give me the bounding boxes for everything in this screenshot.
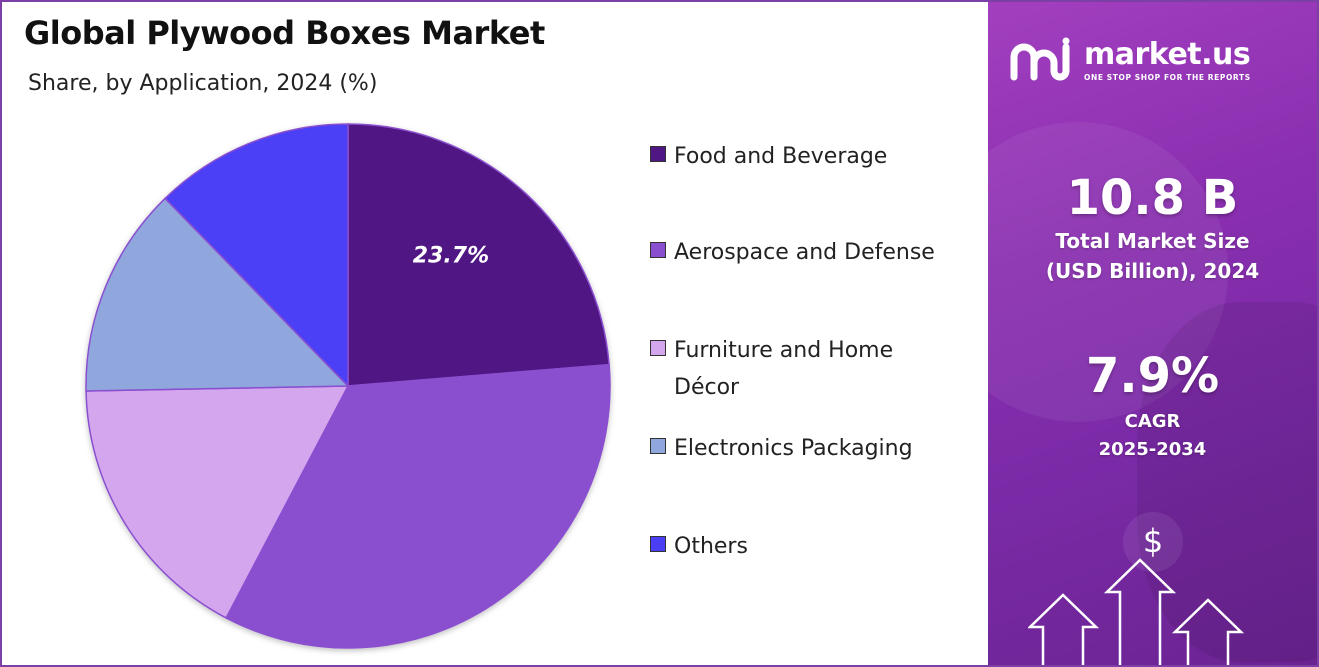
legend-swatch-furniture-and-home-decor — [650, 340, 666, 356]
market-size-value: 10.8 B — [1066, 170, 1239, 226]
legend-label-aerospace-and-defense: Aerospace and Defense — [674, 240, 935, 265]
market-size-stat: 10.8 B Total Market Size (USD Billion), … — [988, 170, 1317, 286]
cagr-period: 2025-2034 — [1098, 439, 1207, 460]
market-size-label-line-2: (USD Billion), 2024 — [1045, 259, 1260, 283]
chart-subtitle: Share, by Application, 2024 (%) — [28, 71, 378, 96]
pie-slice-electronics-packaging — [85, 197, 350, 392]
chart-panel: Global Plywood Boxes Market Share, by Ap… — [2, 2, 986, 665]
brand-name: market.us — [1084, 36, 1251, 72]
cagr-stat: 7.9% CAGR 2025-2034 — [988, 348, 1317, 464]
legend-label-furniture-and-home-decor: Furniture and Home Décor — [674, 338, 894, 400]
dollar-icon: $ — [1143, 522, 1163, 560]
legend-label-others: Others — [674, 534, 748, 559]
legend-item-furniture-and-home-decor: Furniture and Home Décor — [650, 332, 964, 406]
legend-item-others: Others — [650, 528, 964, 565]
cagr-label: CAGR — [1124, 411, 1181, 432]
data-label-food-and-beverage: 23.7% — [413, 243, 489, 268]
legend-label-electronics-packaging: Electronics Packaging — [674, 436, 913, 461]
pie-slice-furniture-and-home-d-cor — [85, 385, 350, 619]
dollar-circle — [1123, 512, 1183, 572]
chart-title: Global Plywood Boxes Market — [24, 14, 545, 52]
growth-graphic: $ — [1028, 512, 1245, 665]
market-us-logo-icon — [1010, 37, 1070, 81]
legend-item-food-and-beverage: Food and Beverage — [650, 138, 964, 175]
up-arrow-center-icon — [1103, 558, 1177, 665]
legend-label-food-and-beverage: Food and Beverage — [674, 144, 888, 169]
pie-slice-others — [164, 123, 349, 388]
legend-swatch-electronics-packaging — [650, 438, 666, 454]
legend-swatch-others — [650, 536, 666, 552]
up-arrow-right-icon — [1171, 598, 1245, 665]
cagr-value: 7.9% — [1085, 348, 1220, 404]
legend-swatch-aerospace-and-defense — [650, 242, 666, 258]
up-arrow-left-icon — [1028, 593, 1100, 665]
legend-item-electronics-packaging: Electronics Packaging — [650, 430, 964, 467]
pie-slice-food-and-beverage — [347, 123, 610, 387]
legend-swatch-food-and-beverage — [650, 146, 666, 162]
chart-legend: Food and Beverage Aerospace and Defense … — [650, 2, 980, 665]
pie-chart: 23.7% — [85, 123, 611, 649]
market-size-label-line-1: Total Market Size — [1055, 229, 1250, 253]
legend-item-aerospace-and-defense: Aerospace and Defense — [650, 234, 964, 271]
brand-tagline: ONE STOP SHOP FOR THE REPORTS — [1084, 72, 1251, 82]
summary-side-panel: market.us ONE STOP SHOP FOR THE REPORTS … — [988, 2, 1317, 665]
brand-logo: market.us ONE STOP SHOP FOR THE REPORTS — [1010, 37, 1251, 83]
